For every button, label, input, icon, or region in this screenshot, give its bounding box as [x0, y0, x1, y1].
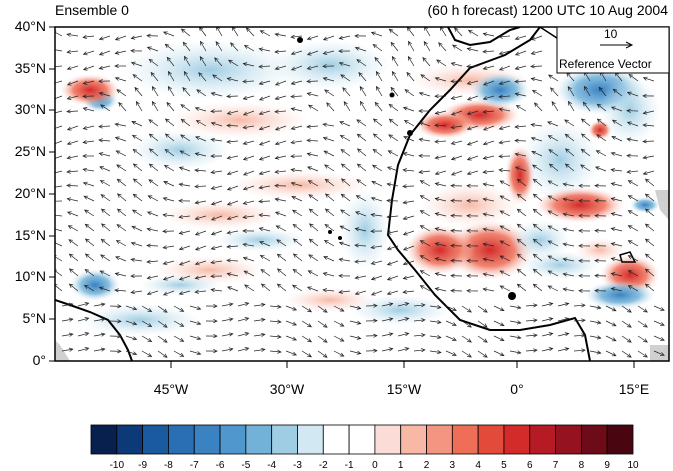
colorbar-label: 4 — [475, 460, 481, 471]
colorbar-label: 7 — [552, 460, 559, 471]
colorbar-swatch — [142, 424, 169, 455]
colorbar-label: -3 — [293, 460, 302, 471]
forecast-time-title: (60 h forecast) 1200 UTC 10 Aug 2004 — [427, 2, 668, 18]
latitude-label: 40°N — [14, 18, 46, 34]
colorbar-label: 8 — [578, 460, 585, 471]
colorbar-label: -7 — [189, 460, 199, 471]
colorbar-swatch — [503, 424, 531, 455]
colorbar-label: 3 — [449, 460, 456, 471]
colorbar-swatch — [348, 424, 376, 455]
colorbar-label: 5 — [501, 460, 507, 471]
colorbar-swatch — [426, 424, 453, 455]
colorbar-swatch — [116, 424, 144, 455]
reference-vector-label: Reference Vector — [559, 57, 652, 71]
colorbar-label: -6 — [215, 460, 225, 471]
colorbar-swatch — [193, 424, 221, 455]
colorbar-label: 9 — [604, 460, 610, 471]
colorbar-label: -4 — [267, 460, 277, 471]
longitude-label: 0° — [510, 381, 524, 397]
longitude-label: 15°W — [386, 381, 422, 397]
colorbar-swatch — [322, 424, 350, 455]
colorbar-swatch — [271, 424, 298, 455]
colorbar-swatch — [529, 424, 556, 455]
latitude-label: 25°N — [14, 143, 46, 159]
colorbar-label: -2 — [318, 460, 328, 471]
colorbar — [90, 424, 634, 455]
colorbar-label: 0 — [372, 460, 378, 471]
reference-vector-legend — [556, 26, 670, 74]
longitude-label: 45°W — [153, 381, 189, 397]
colorbar-label: 1 — [397, 460, 404, 471]
colorbar-swatch — [400, 424, 427, 455]
latitude-label: 30°N — [14, 101, 46, 117]
colorbar-swatch — [297, 424, 324, 455]
latitude-label: 15°N — [14, 227, 46, 243]
colorbar-swatch — [245, 424, 273, 455]
colorbar-label: -8 — [163, 460, 173, 471]
latitude-label: 35°N — [14, 60, 46, 76]
colorbar-swatch — [90, 424, 118, 455]
colorbar-label: 6 — [526, 460, 533, 471]
latitude-label: 20°N — [14, 185, 46, 201]
colorbar-swatch — [580, 424, 608, 455]
longitude-label: 15°E — [618, 381, 650, 397]
colorbar-swatch — [219, 424, 247, 455]
latitude-label: 5°N — [22, 310, 47, 326]
colorbar-swatch — [477, 424, 505, 455]
ensemble-title: Ensemble 0 — [55, 2, 129, 18]
colorbar-label: -9 — [138, 460, 148, 471]
colorbar-swatch — [374, 424, 402, 455]
latitude-label: 10°N — [14, 268, 46, 284]
colorbar-label: -10 — [109, 460, 125, 471]
colorbar-label: 10 — [627, 460, 639, 471]
longitude-label: 30°W — [269, 381, 305, 397]
colorbar-swatch — [451, 424, 479, 455]
colorbar-swatch — [555, 424, 582, 455]
colorbar-label: -1 — [344, 460, 354, 471]
colorbar-label: 2 — [423, 460, 430, 471]
colorbar-label: -5 — [241, 460, 251, 471]
axis-ticks — [49, 26, 635, 368]
reference-vector-value: 10 — [604, 27, 618, 41]
latitude-label: 0° — [32, 352, 46, 368]
anomaly-field — [55, 27, 669, 361]
colorbar-swatch — [606, 424, 634, 455]
colorbar-swatch — [168, 424, 195, 455]
wind-vectors — [55, 27, 665, 358]
